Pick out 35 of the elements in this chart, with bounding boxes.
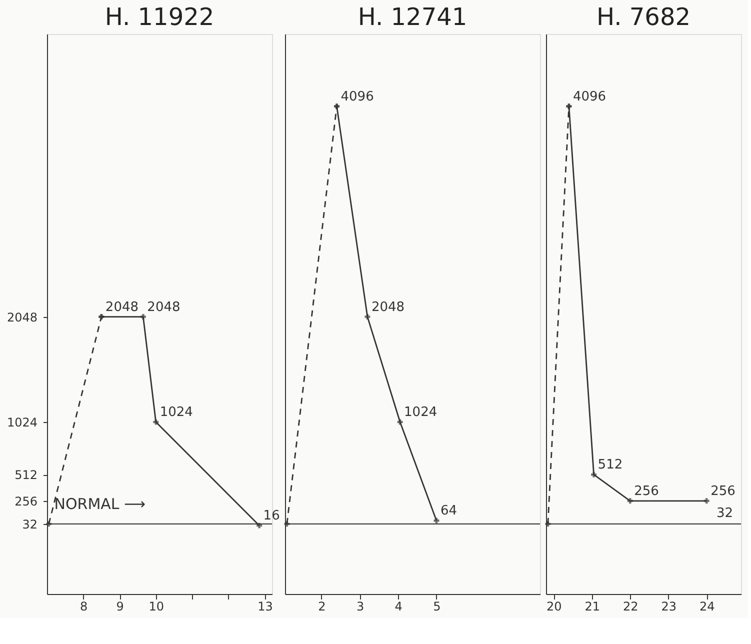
data-label: 256 [634, 484, 659, 499]
x-tick-label: 22 [622, 600, 638, 614]
x-tick-label: 10 [148, 600, 164, 614]
x-tick-label: 8 [80, 600, 88, 614]
y-tick-label: 256 [14, 494, 38, 508]
chart-title: H. 12741 [358, 3, 468, 31]
data-label: 2048 [371, 300, 405, 315]
data-label: 256 [710, 484, 736, 499]
data-label: 64 [440, 504, 458, 519]
y-tick-label: 1024 [6, 415, 38, 430]
x-tick-label: 9 [116, 600, 124, 614]
y-tick-label: 32 [22, 517, 38, 532]
x-tick-label: 23 [661, 600, 676, 614]
data-label: 16 [263, 508, 280, 524]
x-tick-label: 5 [433, 600, 441, 614]
ref-line-label: 32 [716, 506, 733, 521]
y-tick-label: 512 [14, 468, 38, 482]
data-label: 2048 [105, 300, 139, 315]
data-label: 4096 [572, 89, 606, 104]
x-tick-label: 24 [699, 600, 715, 614]
data-label: 1024 [160, 404, 193, 420]
x-tick-label: 2 [318, 600, 326, 614]
chart-title: H. 7682 [596, 3, 690, 31]
data-label: 4096 [340, 89, 374, 104]
x-tick-label: 3 [356, 600, 364, 614]
annotation: NORMAL ⟶ [54, 494, 146, 513]
x-tick-label: 4 [394, 600, 402, 614]
data-label: 2048 [147, 300, 180, 315]
y-tick-label: 2048 [6, 310, 38, 324]
x-tick-label: 20 [546, 600, 562, 614]
data-label: 512 [598, 458, 623, 473]
x-tick-label: 13 [258, 600, 273, 614]
x-tick-label: 21 [584, 600, 600, 614]
data-label: 1024 [404, 404, 438, 420]
chart-title: H. 11922 [104, 3, 214, 31]
